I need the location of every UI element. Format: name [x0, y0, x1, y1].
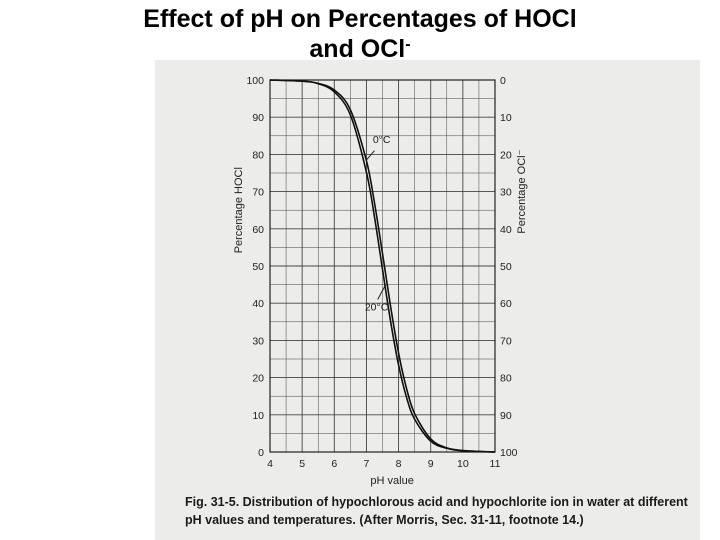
y-tick-label-right: 30 — [500, 187, 512, 199]
x-tick-label: 7 — [364, 458, 370, 470]
scanned-figure: 4 5 6 7 8 9 10 11 0 10 20 30 40 50 60 70 80 90 100 100 90 80 7… — [155, 60, 700, 540]
y-tick-label-left: 70 — [252, 187, 264, 199]
slide-title-superscript: - — [405, 36, 411, 53]
y-tick-label-left: 50 — [252, 261, 264, 273]
annotation-20c: 20°C — [365, 302, 389, 314]
y-tick-label-left: 10 — [252, 410, 264, 422]
annotation-0c: 0°C — [373, 134, 391, 146]
x-tick-label: 4 — [267, 458, 273, 470]
y-axis-label-right: Percentage OCl⁻ — [516, 149, 528, 233]
series-line-20c — [269, 79, 496, 453]
x-tick-label: 6 — [331, 458, 337, 470]
x-tick-label: 8 — [396, 458, 402, 470]
slide-title: Effect of pH on Percentages of HOCl and … — [0, 4, 720, 64]
x-tick-label: 11 — [490, 458, 501, 470]
y-tick-label-right: 10 — [500, 112, 512, 124]
annotation-0c-leader — [366, 150, 375, 161]
x-tick-label: 9 — [428, 458, 434, 470]
hocl-distribution-chart: 4 5 6 7 8 9 10 11010203040506070809010010090807… — [185, 75, 689, 527]
x-axis-label: pH value — [370, 475, 413, 487]
annotation-20c-leader — [377, 284, 387, 300]
y-axis-label-left: Percentage HOCl — [233, 167, 245, 253]
figure-caption-line2: pH values and temperatures. (After Morri… — [185, 513, 584, 527]
x-tick-label: 10 — [457, 458, 469, 470]
y-tick-label-right: 70 — [500, 335, 512, 347]
y-tick-label-left: 60 — [252, 224, 264, 236]
y-tick-label-left: 40 — [252, 298, 264, 310]
figure-caption-line1: Fig. 31-5. Distribution of hypochlorous … — [185, 495, 689, 509]
y-tick-label-right: 90 — [500, 410, 512, 422]
y-tick-label-right: 80 — [500, 373, 512, 385]
y-tick-label-right: 40 — [500, 224, 512, 236]
slide-title-line2: and OCl- — [0, 34, 720, 64]
y-tick-label-left: 30 — [252, 335, 264, 347]
y-tick-label-left: 80 — [252, 149, 264, 161]
y-tick-label-left: 20 — [252, 373, 264, 385]
slide-title-line1: Effect of pH on Percentages of HOCl — [143, 5, 577, 33]
chart-ticks: 4 5 6 7 8 9 10 11010203040506070809010010090807… — [246, 75, 517, 470]
slide-title-line2-text: and OCl — [309, 35, 406, 63]
series-line-0c — [269, 79, 496, 453]
y-tick-label-right: 100 — [500, 447, 518, 459]
y-tick-label-right: 60 — [500, 298, 512, 310]
y-tick-label-right: 20 — [500, 149, 512, 161]
y-tick-label-right: 0 — [500, 75, 506, 87]
y-tick-label-right: 50 — [500, 261, 512, 273]
y-tick-label-left: 90 — [252, 112, 264, 124]
chart-series — [269, 79, 496, 453]
plot-frame — [269, 79, 496, 453]
y-tick-label-left: 0 — [258, 447, 264, 459]
x-tick-label: 5 — [299, 458, 305, 470]
y-tick-label-left: 100 — [246, 75, 264, 87]
